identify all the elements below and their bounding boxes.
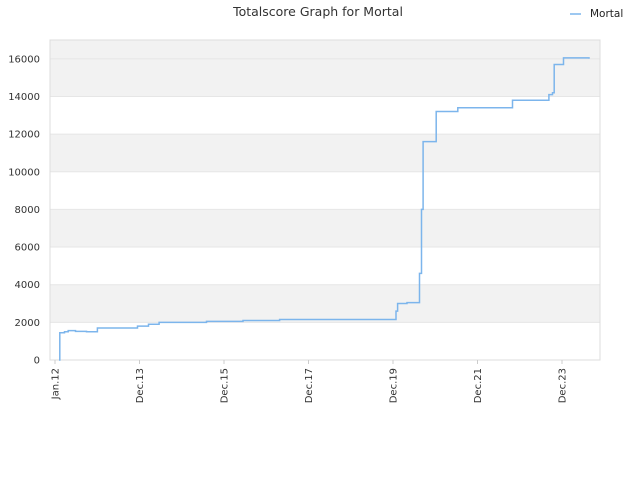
y-tick-label: 8000 xyxy=(15,205,40,216)
plot-frame xyxy=(49,39,601,361)
y-tick-label: 4000 xyxy=(15,280,40,291)
y-tick-label: 0 xyxy=(34,356,40,367)
x-tick-label: Dec.19 xyxy=(389,368,400,403)
x-tick-label: Jan.12 xyxy=(51,368,62,400)
y-tick-label: 14000 xyxy=(8,92,40,103)
y-axis: 0 2000 4000 6000 8000 10000 12000 14000 16000 xyxy=(8,54,40,366)
plot-band xyxy=(50,40,600,59)
plot-band xyxy=(50,284,600,323)
plot-band xyxy=(50,58,600,97)
series-layer xyxy=(59,57,590,361)
y-tick-label: 16000 xyxy=(8,54,40,65)
grid-lines xyxy=(50,58,600,323)
y-tick-label: 10000 xyxy=(8,167,40,178)
series-line xyxy=(59,57,590,361)
plot-band xyxy=(50,209,600,248)
x-tick-label: Dec.13 xyxy=(135,368,146,403)
x-tick-label: Dec.15 xyxy=(220,368,231,403)
y-tick-label: 12000 xyxy=(8,130,40,141)
legend-label[interactable]: Mortal xyxy=(590,8,623,20)
x-tick-label: Dec.17 xyxy=(304,368,315,403)
y-tick-label: 6000 xyxy=(15,243,40,254)
plot-bands xyxy=(50,40,600,323)
legend[interactable]: Mortal xyxy=(570,8,623,20)
plot-band xyxy=(50,134,600,172)
x-axis: Jan.12 Dec.13 Dec.15 Dec.17 Dec.19 Dec.21 Dec.… xyxy=(51,360,569,403)
x-tick-label: Dec.21 xyxy=(473,368,484,403)
x-tick-label: Dec.23 xyxy=(558,368,569,403)
y-tick-label: 2000 xyxy=(15,318,40,329)
chart-title: Totalscore Graph for Mortal xyxy=(232,4,403,19)
